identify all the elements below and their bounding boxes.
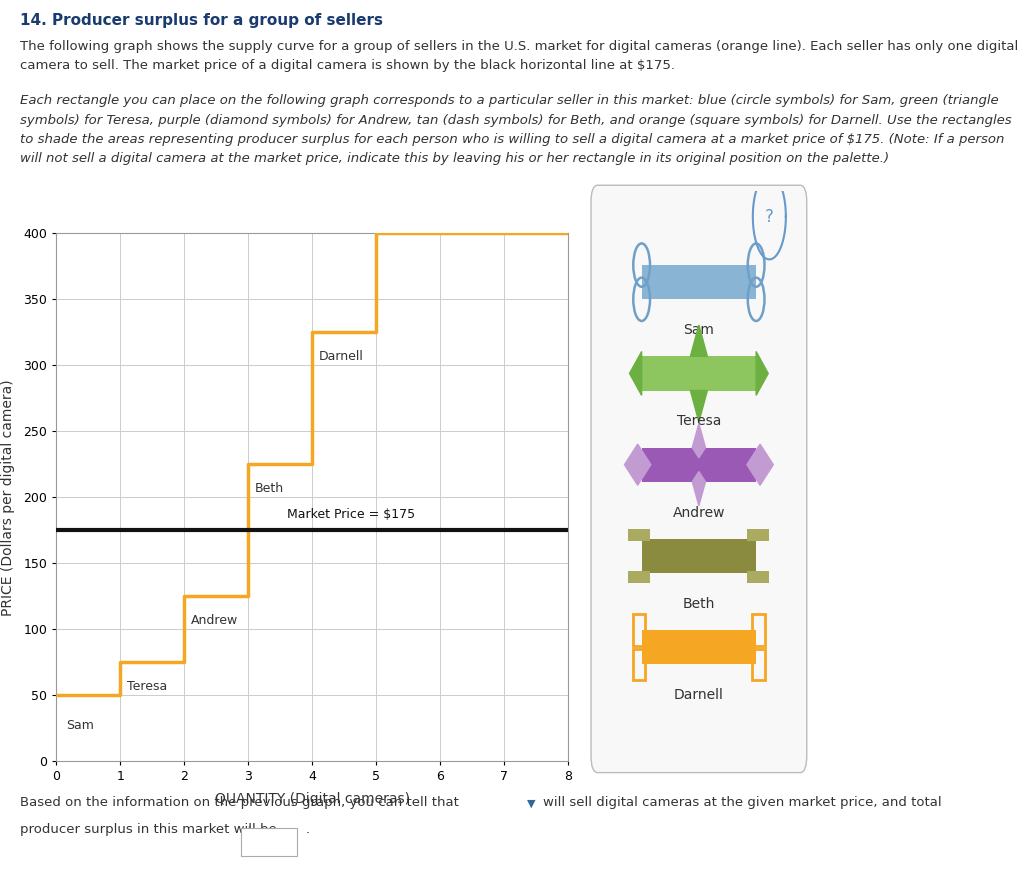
Text: Sam: Sam <box>66 719 94 732</box>
Bar <box>753 649 765 680</box>
Bar <box>642 356 756 391</box>
Polygon shape <box>625 444 651 485</box>
Polygon shape <box>630 351 642 395</box>
Text: Market Price = $175: Market Price = $175 <box>287 508 415 521</box>
Text: Andrew: Andrew <box>190 613 238 627</box>
Bar <box>748 529 769 541</box>
X-axis label: QUANTITY (Digital cameras): QUANTITY (Digital cameras) <box>215 792 410 805</box>
Bar <box>629 570 650 583</box>
Text: will not sell a digital camera at the market price, indicate this by leaving his: will not sell a digital camera at the ma… <box>20 152 890 165</box>
Text: camera to sell. The market price of a digital camera is shown by the black horiz: camera to sell. The market price of a di… <box>20 59 676 72</box>
Bar <box>753 614 765 646</box>
Text: Sam: Sam <box>683 323 715 337</box>
Text: Beth: Beth <box>683 597 715 611</box>
Bar <box>642 448 756 481</box>
Text: Darnell: Darnell <box>318 349 364 363</box>
Bar <box>748 570 769 583</box>
Bar <box>633 649 645 680</box>
Bar <box>629 529 650 541</box>
Polygon shape <box>692 423 706 458</box>
Text: Darnell: Darnell <box>674 688 724 702</box>
Text: $: $ <box>245 826 253 840</box>
Polygon shape <box>690 325 708 356</box>
Bar <box>642 265 756 299</box>
Bar <box>642 539 756 573</box>
Text: Beth: Beth <box>255 481 284 495</box>
FancyBboxPatch shape <box>591 186 807 773</box>
Text: ▼: ▼ <box>527 798 536 808</box>
Text: Each rectangle you can place on the following graph corresponds to a particular : Each rectangle you can place on the foll… <box>20 94 999 107</box>
Text: will sell digital cameras at the given market price, and total: will sell digital cameras at the given m… <box>543 796 941 810</box>
Bar <box>633 614 645 646</box>
Text: Based on the information on the previous graph, you can tell that: Based on the information on the previous… <box>20 796 460 810</box>
Text: The following graph shows the supply curve for a group of sellers in the U.S. ma: The following graph shows the supply cur… <box>20 40 1019 53</box>
Text: producer surplus in this market will be: producer surplus in this market will be <box>20 823 278 836</box>
Polygon shape <box>756 351 768 395</box>
Text: symbols) for Teresa, purple (diamond symbols) for Andrew, tan (dash symbols) for: symbols) for Teresa, purple (diamond sym… <box>20 114 1012 127</box>
Y-axis label: PRICE (Dollars per digital camera): PRICE (Dollars per digital camera) <box>1 379 15 615</box>
Text: Teresa: Teresa <box>127 679 167 693</box>
Bar <box>642 630 756 664</box>
Polygon shape <box>690 391 708 422</box>
Text: 14. Producer surplus for a group of sellers: 14. Producer surplus for a group of sell… <box>20 13 383 28</box>
Polygon shape <box>746 444 773 485</box>
Polygon shape <box>692 472 706 506</box>
Text: .: . <box>305 823 309 836</box>
Text: Andrew: Andrew <box>673 506 725 520</box>
Text: to shade the areas representing producer surplus for each person who is willing : to shade the areas representing producer… <box>20 133 1005 146</box>
Text: ?: ? <box>765 208 774 225</box>
Text: Teresa: Teresa <box>677 414 721 429</box>
